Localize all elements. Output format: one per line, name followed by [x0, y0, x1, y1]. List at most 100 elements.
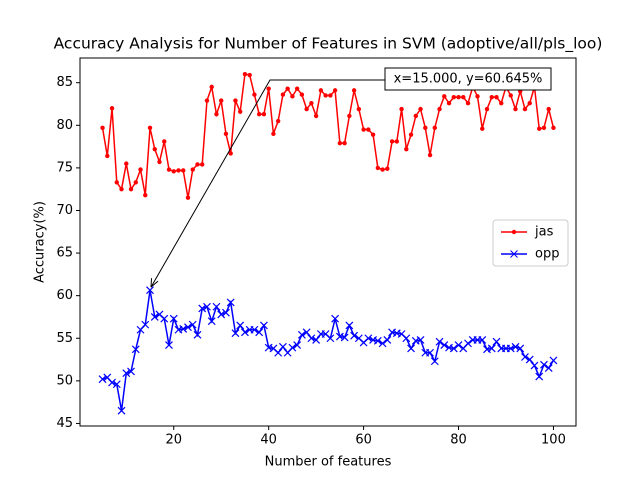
marker	[185, 195, 191, 200]
marker	[521, 353, 529, 361]
marker	[200, 162, 205, 167]
marker	[124, 161, 129, 166]
marker	[449, 344, 458, 353]
marker	[294, 86, 300, 91]
marker	[242, 71, 248, 77]
marker	[404, 146, 409, 152]
marker	[261, 112, 267, 117]
marker	[100, 125, 105, 131]
marker	[147, 125, 153, 131]
marker	[109, 106, 115, 111]
marker	[152, 146, 157, 152]
marker	[304, 106, 309, 112]
marker	[337, 140, 343, 146]
marker	[198, 304, 207, 313]
marker	[226, 298, 235, 307]
marker	[326, 334, 335, 343]
marker	[522, 106, 528, 112]
marker	[204, 98, 210, 103]
marker	[535, 372, 544, 381]
marker	[288, 343, 297, 352]
marker	[122, 369, 131, 378]
marker	[302, 328, 311, 337]
marker	[416, 336, 425, 344]
marker	[499, 100, 504, 106]
marker	[513, 106, 518, 112]
marker	[361, 127, 366, 132]
marker	[138, 167, 143, 172]
marker	[541, 125, 547, 131]
marker	[162, 139, 167, 144]
marker	[432, 125, 437, 131]
marker	[214, 112, 219, 117]
marker	[222, 308, 230, 317]
marker	[181, 168, 186, 173]
marker	[176, 168, 181, 173]
annotation-text: x=15.000, y=60.645%	[394, 72, 543, 87]
marker	[342, 140, 347, 146]
y-tick-label: 55	[56, 331, 73, 346]
marker	[259, 321, 268, 330]
legend-marker	[510, 250, 518, 258]
marker	[228, 151, 233, 156]
marker	[489, 94, 494, 100]
marker	[166, 167, 172, 172]
marker	[271, 131, 276, 137]
marker	[350, 331, 359, 340]
series-line	[101, 73, 555, 198]
marker	[345, 321, 354, 330]
marker	[437, 106, 442, 112]
marker	[380, 167, 385, 172]
marker	[108, 378, 116, 387]
marker	[160, 314, 169, 323]
marker	[318, 88, 324, 93]
marker	[418, 106, 423, 112]
marker	[169, 314, 178, 323]
marker	[456, 94, 461, 100]
marker	[408, 132, 414, 137]
chart-title: Accuracy Analysis for Number of Features…	[54, 35, 603, 54]
marker	[114, 180, 119, 185]
marker	[207, 317, 216, 326]
marker	[516, 344, 525, 353]
marker	[236, 321, 245, 330]
marker	[223, 131, 229, 137]
marker	[256, 112, 262, 117]
marker	[475, 94, 480, 99]
marker	[293, 341, 302, 349]
y-tick-label: 85	[56, 75, 73, 90]
marker	[233, 98, 238, 103]
marker	[252, 92, 257, 97]
y-tick-label: 50	[56, 373, 73, 388]
marker	[464, 339, 472, 348]
y-tick-label: 80	[56, 118, 73, 133]
marker	[378, 339, 387, 348]
marker	[219, 98, 224, 103]
y-axis-label: Accuracy(%)	[33, 201, 48, 283]
marker	[307, 334, 316, 343]
marker	[278, 342, 287, 351]
marker	[366, 127, 371, 132]
marker	[127, 367, 135, 376]
marker	[331, 314, 340, 323]
marker	[527, 100, 532, 106]
y-tick-label: 70	[56, 203, 73, 218]
marker	[188, 320, 197, 329]
marker	[427, 152, 433, 158]
marker	[492, 337, 501, 346]
marker	[290, 94, 295, 99]
marker	[544, 364, 553, 372]
marker	[299, 92, 305, 97]
x-tick-label: 80	[450, 433, 467, 448]
marker	[165, 341, 173, 349]
marker	[141, 320, 150, 329]
marker	[217, 310, 226, 319]
marker	[328, 93, 333, 98]
marker	[551, 125, 556, 131]
marker	[247, 72, 252, 78]
marker	[465, 100, 471, 106]
marker	[150, 313, 159, 321]
marker	[274, 348, 283, 357]
x-tick-label: 20	[165, 433, 182, 448]
marker	[383, 336, 392, 344]
